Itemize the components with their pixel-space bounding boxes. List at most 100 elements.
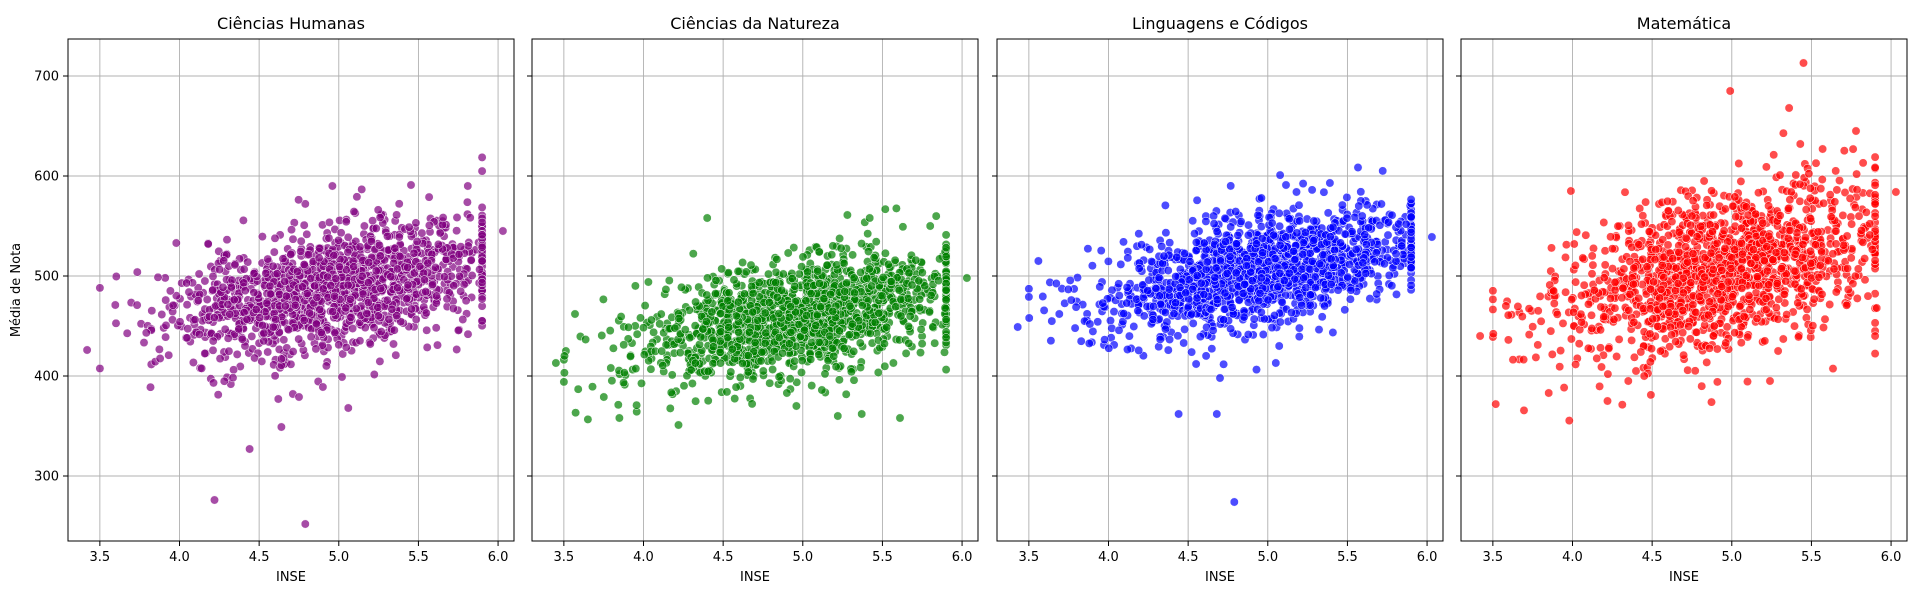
scatter-point — [722, 387, 732, 397]
scatter-point — [1148, 315, 1158, 324]
scatter-point — [1163, 266, 1173, 275]
scatter-point — [1220, 288, 1230, 298]
scatter-point — [1305, 248, 1315, 258]
scatter-point — [321, 361, 331, 371]
scatter-point — [240, 286, 250, 296]
scatter-point — [1324, 271, 1333, 280]
scatter-point — [835, 234, 845, 243]
scatter-point — [276, 354, 286, 364]
scatter-point — [827, 343, 837, 353]
scatter-point — [326, 281, 336, 291]
scatter-point — [748, 288, 758, 298]
scatter-point — [738, 358, 747, 368]
scatter-point — [619, 340, 629, 350]
scatter-point — [904, 338, 914, 348]
x-axis-label: INSE — [740, 570, 770, 585]
scatter-point — [171, 238, 181, 248]
scatter-point — [1095, 282, 1105, 292]
scatter-point — [456, 286, 466, 296]
scatter-point — [271, 315, 281, 324]
scatter-point — [263, 347, 273, 357]
scatter-point — [1391, 249, 1401, 259]
scatter-point — [1180, 249, 1190, 258]
scatter-point — [941, 333, 951, 343]
scatter-point — [686, 365, 696, 375]
scatter-point — [1088, 326, 1098, 336]
scatter-point — [268, 261, 278, 271]
x-tick-label: 5.5 — [1337, 550, 1358, 565]
y-tick-label: 300 — [34, 470, 59, 485]
scatter-point — [1195, 332, 1205, 342]
scatter-point — [1163, 345, 1173, 355]
scatter-point — [815, 279, 824, 288]
scatter-point — [1054, 309, 1064, 319]
scatter-point — [849, 288, 859, 298]
scatter-point — [202, 295, 212, 304]
scatter-point — [1134, 229, 1144, 239]
scatter-point — [941, 252, 951, 262]
scatter-point — [1299, 273, 1309, 283]
scatter-point — [323, 272, 333, 282]
scatter-point — [744, 327, 754, 337]
scatter-point — [1384, 270, 1394, 280]
scatter-point — [376, 284, 386, 293]
scatter-point — [269, 247, 279, 257]
scatter-point — [351, 304, 361, 314]
scatter-point — [1155, 334, 1165, 344]
scatter-point — [299, 220, 309, 230]
scatter-point — [731, 311, 741, 321]
scatter-point — [901, 348, 911, 358]
scatter-point — [637, 378, 646, 388]
scatter-point — [1870, 180, 1880, 190]
scatter-point — [375, 356, 385, 366]
x-tick-label: 3.5 — [90, 550, 111, 565]
scatter-point — [366, 236, 376, 246]
x-tick-label: 4.5 — [249, 550, 270, 565]
scatter-point — [157, 310, 167, 319]
scatter-point — [1033, 256, 1043, 266]
scatter-point — [665, 403, 675, 413]
scatter-point — [747, 399, 757, 409]
scatter-point — [783, 248, 793, 258]
scatter-point — [748, 374, 758, 384]
scatter-point — [890, 255, 900, 265]
scatter-point — [1372, 289, 1382, 299]
scatter-point — [834, 375, 844, 385]
scatter-point — [218, 282, 228, 292]
scatter-point — [1320, 301, 1330, 311]
scatter-point — [614, 413, 624, 423]
scatter-point — [1114, 291, 1124, 301]
scatter-point — [626, 351, 635, 361]
scatter-point — [1137, 240, 1146, 250]
scatter-point — [735, 373, 745, 382]
scatter-point — [477, 256, 487, 266]
scatter-point — [375, 213, 385, 222]
scatter-point — [827, 250, 837, 260]
scatter-point — [657, 346, 667, 356]
scatter-point — [298, 282, 307, 292]
scatter-point — [667, 370, 677, 380]
scatter-point — [432, 291, 441, 301]
scatter-point — [1187, 347, 1197, 357]
scatter-point — [1243, 330, 1253, 340]
scatter-point — [1225, 252, 1235, 261]
scatter-point — [448, 304, 458, 313]
scatter-point — [182, 300, 192, 310]
x-tick-label: 4.5 — [1178, 550, 1199, 565]
scatter-point — [1358, 258, 1368, 268]
scatter-point — [1161, 324, 1170, 334]
panel-1: 3.5 4.0 4.5 5.0 5.5 6.0300400500600700Ciência… — [9, 14, 515, 585]
scatter-point — [419, 275, 429, 285]
scatter-point — [362, 309, 372, 318]
scatter-point — [1394, 219, 1404, 229]
scatter-point — [687, 379, 697, 388]
scatter-point — [1317, 312, 1327, 322]
scatter-point — [168, 300, 178, 310]
scatter-point — [1305, 264, 1315, 274]
scatter-point — [278, 254, 288, 264]
scatter-point — [1376, 199, 1386, 209]
scatter-point — [1196, 278, 1206, 288]
scatter-point — [632, 400, 642, 410]
scatter-point — [1353, 163, 1363, 172]
scatter-point — [1246, 267, 1256, 277]
